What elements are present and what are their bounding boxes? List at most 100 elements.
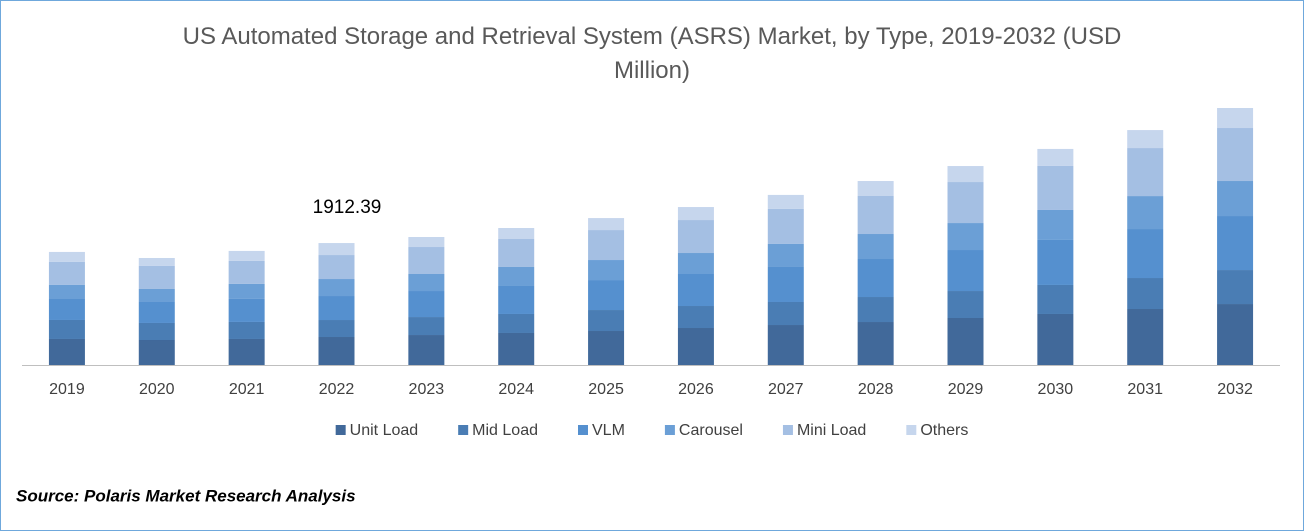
- bar-segment: [138, 288, 175, 302]
- legend-label: Carousel: [679, 422, 743, 439]
- bar-segment: [1217, 304, 1254, 365]
- bar-segment: [228, 321, 265, 339]
- bar-segment: [318, 320, 355, 338]
- legend-label: VLM: [592, 422, 625, 439]
- bar-segment: [48, 338, 85, 365]
- x-tick-label: 2020: [139, 381, 175, 398]
- bar-segment: [677, 328, 714, 365]
- x-tick-label: 2021: [229, 381, 265, 398]
- bar-segment: [408, 291, 445, 318]
- bar-segment: [1127, 148, 1164, 197]
- bar-segment: [588, 230, 625, 261]
- bar-segment: [947, 250, 984, 292]
- bar-segment: [138, 301, 175, 323]
- bar-segment: [138, 257, 175, 266]
- legend-label: Mid Load: [472, 422, 538, 439]
- bar-segment: [408, 335, 445, 365]
- bar-segment: [498, 285, 535, 314]
- bar-segment: [1217, 128, 1254, 182]
- bar-segment: [498, 332, 535, 365]
- bar-segment: [588, 280, 625, 311]
- bar-segment: [857, 322, 894, 365]
- bar-segment: [947, 182, 984, 224]
- chart-title: US Automated Storage and Retrieval Syste…: [183, 23, 1122, 84]
- bar-segment: [498, 228, 535, 239]
- bar-segment: [588, 260, 625, 281]
- bar-segment: [588, 218, 625, 231]
- bar-segment: [767, 325, 804, 365]
- bar-segment: [138, 265, 175, 289]
- bar-segment: [857, 196, 894, 235]
- x-tick-label: 2030: [1038, 381, 1074, 398]
- bar-segment: [228, 298, 265, 322]
- bar-segment: [1217, 108, 1254, 129]
- legend-swatch: [906, 425, 917, 435]
- bar-segment: [677, 220, 714, 254]
- x-tick-label: 2022: [319, 381, 355, 398]
- x-tick-label: 2031: [1127, 381, 1163, 398]
- legend-swatch: [458, 425, 469, 435]
- bar-segment: [1127, 309, 1164, 365]
- legend-label: Others: [920, 422, 968, 439]
- bar-segment: [408, 247, 445, 274]
- x-tick-label: 2023: [409, 381, 445, 398]
- bar-segment: [947, 318, 984, 365]
- bar-segment: [1037, 209, 1074, 240]
- bar-segment: [767, 266, 804, 302]
- bar-segment: [677, 207, 714, 221]
- bar-segment: [1127, 278, 1164, 310]
- bar-segment: [408, 273, 445, 292]
- legend-label: Unit Load: [350, 422, 419, 439]
- bar-segment: [677, 306, 714, 329]
- bar-segment: [1037, 239, 1074, 285]
- bar-segment: [767, 301, 804, 326]
- bar-segment: [1217, 216, 1254, 271]
- bar-segment: [857, 297, 894, 323]
- bar-segment: [947, 166, 984, 183]
- bar-segment: [767, 194, 804, 209]
- bar-segment: [228, 250, 265, 261]
- bar-segment: [48, 284, 85, 299]
- bar-segment: [228, 338, 265, 365]
- bar-segment: [677, 253, 714, 274]
- legend-label: Mini Load: [797, 422, 866, 439]
- bar-segment: [947, 291, 984, 319]
- bar-segment: [1217, 181, 1254, 217]
- bar-segment: [318, 296, 355, 321]
- bar-segment: [318, 255, 355, 280]
- bar-segment: [408, 237, 445, 248]
- legend-swatch: [664, 425, 675, 435]
- x-tick-label: 2028: [858, 381, 894, 398]
- x-tick-label: 2019: [49, 381, 85, 398]
- bar-segment: [48, 319, 85, 339]
- bar-segment: [677, 273, 714, 307]
- bar-segment: [318, 337, 355, 365]
- bar-segment: [1037, 284, 1074, 314]
- bar-segment: [947, 223, 984, 251]
- bar-segment: [48, 251, 85, 262]
- legend-swatch: [782, 425, 793, 435]
- bar-segment: [857, 234, 894, 260]
- bar-segment: [767, 208, 804, 244]
- x-tick-label: 2032: [1217, 381, 1253, 398]
- bar-segment: [48, 298, 85, 320]
- bar-segment: [1037, 148, 1074, 166]
- bar-segment: [1127, 229, 1164, 279]
- x-tick-label: 2026: [678, 381, 714, 398]
- bar-segment: [1127, 196, 1164, 230]
- bar-segment: [138, 322, 175, 341]
- x-tick-label: 2025: [588, 381, 624, 398]
- annotation: 1912.39: [313, 197, 382, 218]
- bar-segment: [588, 331, 625, 365]
- legend-swatch: [335, 425, 346, 435]
- x-tick-label: 2024: [498, 381, 534, 398]
- source: Source: Polaris Market Research Analysis: [16, 486, 356, 505]
- bar-segment: [1127, 130, 1164, 149]
- bar-segment: [138, 340, 175, 365]
- bar-segment: [498, 266, 535, 286]
- x-tick-label: 2029: [948, 381, 984, 398]
- bar-segment: [1217, 270, 1254, 305]
- bar-segment: [588, 310, 625, 332]
